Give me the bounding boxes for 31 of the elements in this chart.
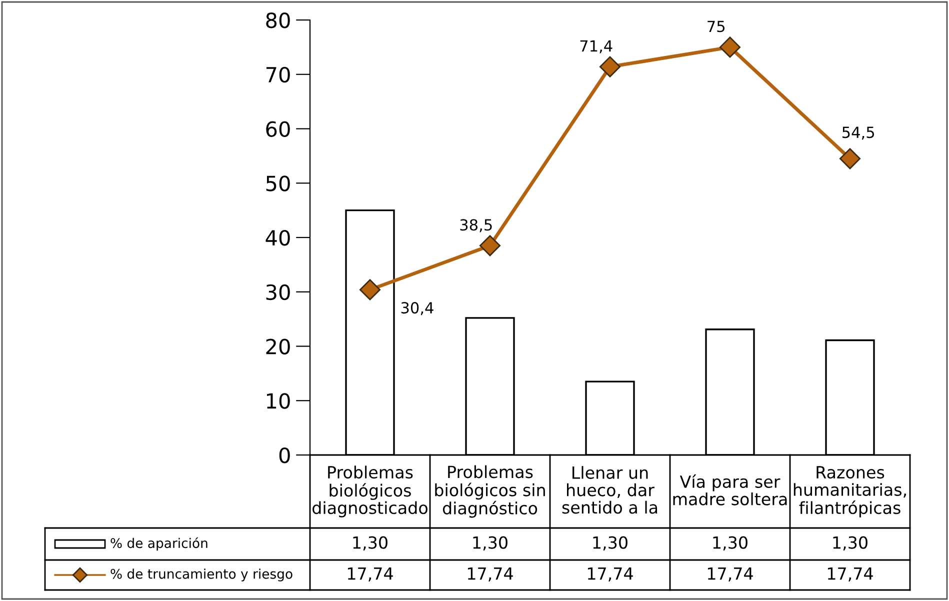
x-tick-label: Llenar un hueco, dar sentido a la: [562, 466, 658, 514]
y-tick-label: 60: [266, 121, 290, 137]
text: 17,74: [708, 567, 753, 582]
text: 17,74: [588, 567, 633, 582]
text: 17,74: [468, 567, 513, 582]
text: 1,30: [593, 536, 628, 551]
data-label: 54,5: [842, 126, 874, 140]
x-tick-label: Problemas biológicos diagnosticado: [312, 466, 428, 518]
y-tick-label: 10: [267, 393, 290, 409]
x-tick-label: Razones humanitarias, filantrópicas: [794, 466, 906, 518]
y-tick-label: 20: [266, 338, 290, 354]
data-label: 30,4: [401, 302, 434, 316]
data-label: 71,4: [580, 40, 612, 54]
text: 1,30: [833, 536, 868, 551]
y-tick-label: 40: [266, 230, 290, 246]
text: 1,30: [713, 536, 748, 551]
y-tick-label: 50: [266, 176, 290, 192]
legend-label: % de truncamiento y riesgo: [110, 568, 292, 582]
x-tick-label: Problemas biológicos sin diagnóstico: [435, 465, 545, 518]
data-label: 38,5: [460, 219, 492, 232]
x-tick-label: Vía para ser madre soltera: [673, 474, 787, 506]
text: 1,30: [473, 536, 508, 551]
y-tick-label: 0: [279, 447, 290, 464]
y-tick-label: 30: [266, 284, 290, 300]
y-tick-label: 80: [266, 12, 290, 28]
y-tick-label: 70: [266, 66, 290, 83]
legend-label: % de aparición: [110, 537, 208, 551]
data-label: 75: [708, 20, 724, 32]
text: 17,74: [828, 567, 873, 582]
text: 1,30: [353, 536, 388, 551]
text: 17,74: [348, 567, 393, 582]
